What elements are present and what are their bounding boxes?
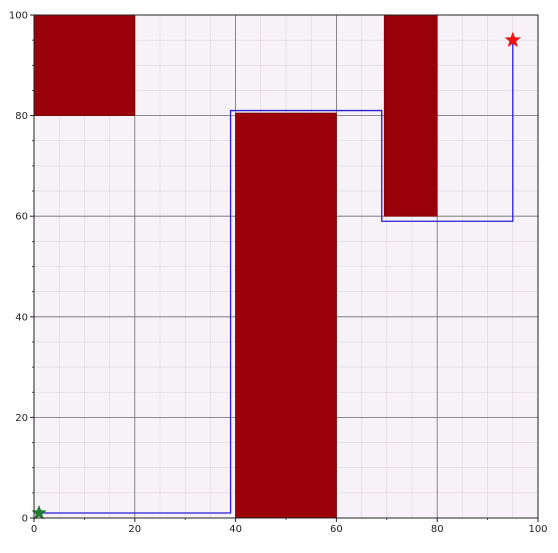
y-tick-label: 40: [15, 312, 28, 323]
start-star-marker: [31, 504, 47, 520]
obstacle-rect-2: [235, 112, 337, 519]
y-tick-label: 100: [9, 11, 28, 22]
y-tick-label: 20: [15, 413, 28, 424]
x-tick-label: 100: [528, 524, 547, 535]
y-axis-ticks: 0 20 40 60 80 100: [9, 11, 34, 525]
x-tick-label: 80: [431, 524, 444, 535]
planned-path-line: [39, 40, 514, 514]
x-axis-ticks: 0 20 40 60 80 100: [31, 518, 548, 535]
x-tick-label: 40: [229, 524, 242, 535]
y-tick-label: 0: [22, 514, 28, 525]
x-tick-label: 0: [31, 524, 37, 535]
obstacle-rect-1: [33, 14, 136, 116]
goal-star-marker: [504, 31, 521, 48]
x-tick-label: 60: [330, 524, 343, 535]
y-tick-label: 80: [15, 111, 28, 122]
obstacles: [33, 14, 438, 519]
obstacle-rect-3: [383, 14, 438, 217]
x-tick-label: 20: [128, 524, 141, 535]
y-tick-label: 60: [15, 212, 28, 223]
